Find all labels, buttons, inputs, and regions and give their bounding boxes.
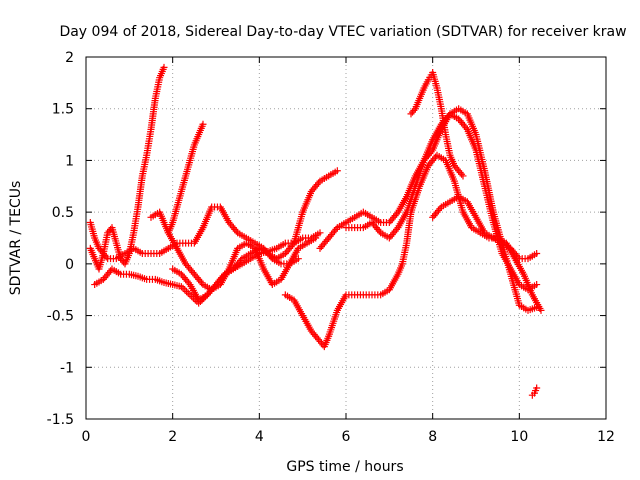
series-arc-6 [169, 167, 341, 304]
data-point [393, 225, 401, 233]
series-arc-1 [86, 63, 168, 273]
series-arc-4 [147, 208, 320, 294]
series-arc-11 [429, 193, 541, 263]
x-tick-label: 12 [597, 429, 615, 445]
data-point [102, 253, 110, 261]
data-point [332, 225, 340, 233]
data-points [86, 63, 545, 399]
data-point [198, 279, 206, 287]
data-point [184, 289, 192, 297]
data-point [199, 120, 207, 128]
data-point [533, 281, 541, 289]
y-tick-label: 0.5 [52, 205, 74, 221]
data-point [289, 241, 297, 249]
series-arc-12 [528, 384, 541, 399]
x-tick-label: 8 [428, 429, 437, 445]
data-point [294, 255, 302, 263]
axis-ticks: 0 2 4 6 8 10 12 -1.5 -1 -0.5 0 0.5 1 1.5 2 [47, 50, 615, 445]
data-point [237, 256, 245, 264]
x-tick-label: 4 [255, 429, 264, 445]
x-tick-label: 2 [168, 429, 177, 445]
data-point [375, 227, 383, 235]
data-point [393, 210, 401, 218]
data-point [514, 253, 522, 261]
y-tick-label: 0 [65, 257, 74, 273]
data-point [537, 306, 545, 314]
y-tick-label: 1 [65, 153, 74, 169]
grid [86, 57, 606, 419]
y-tick-label: -0.5 [47, 309, 74, 325]
data-point [410, 106, 418, 114]
data-point [459, 172, 467, 180]
data-point [333, 167, 341, 175]
series-arc-7 [281, 151, 545, 351]
data-point [185, 279, 193, 287]
x-tick-label: 10 [510, 429, 528, 445]
y-tick-label: 1.5 [52, 102, 74, 118]
data-point [160, 63, 168, 71]
y-tick-label: -1.5 [47, 412, 74, 428]
data-point [458, 170, 466, 178]
series-arc-10 [407, 69, 467, 180]
series-arc-5 [164, 120, 207, 237]
data-point [179, 284, 187, 292]
series-arc-9 [342, 110, 541, 294]
data-point [436, 205, 444, 213]
data-point [312, 234, 320, 242]
data-point [219, 272, 227, 280]
x-tick-label: 6 [342, 429, 351, 445]
data-point [462, 124, 470, 132]
data-point [533, 384, 541, 392]
y-axis-label: SDTVAR / TECUs [8, 181, 24, 296]
data-point [316, 229, 324, 237]
data-point [315, 179, 323, 187]
chart-title: Day 094 of 2018, Sidereal Day-to-day VTE… [59, 24, 626, 40]
x-axis-label: GPS time / hours [286, 459, 403, 475]
y-tick-label: 2 [65, 50, 74, 66]
data-point [533, 303, 541, 311]
x-tick-label: 0 [82, 429, 91, 445]
y-tick-label: -1 [60, 360, 74, 376]
data-point [232, 227, 240, 235]
data-point [533, 250, 541, 258]
